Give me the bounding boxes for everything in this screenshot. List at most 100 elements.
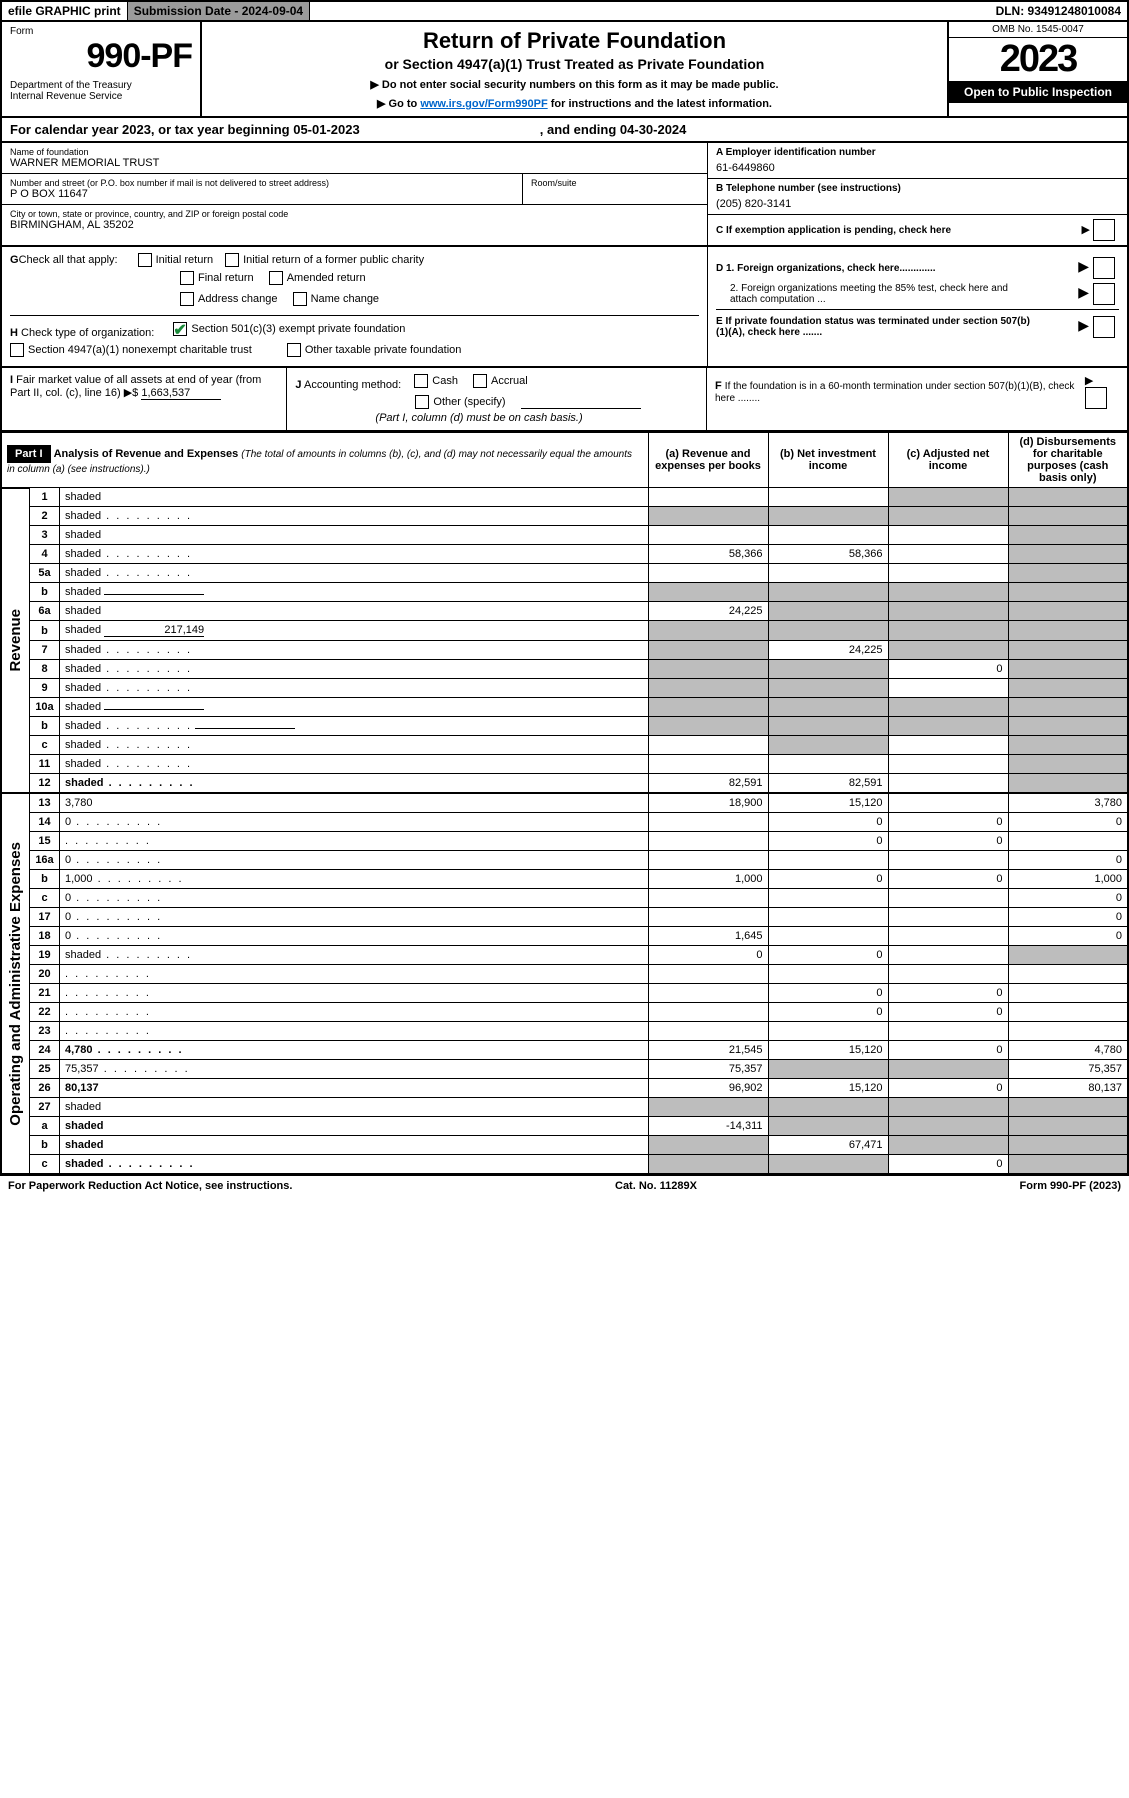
line-desc: shaded (60, 602, 649, 621)
value-cell (768, 526, 888, 545)
value-cell (888, 889, 1008, 908)
table-row: cshaded0 (1, 1155, 1128, 1175)
j-other-cb[interactable] (415, 395, 429, 409)
value-cell: 15,120 (768, 1079, 888, 1098)
line-desc: shaded (60, 755, 649, 774)
i-val: 1,663,537 (141, 387, 221, 400)
footer: For Paperwork Reduction Act Notice, see … (0, 1175, 1129, 1196)
value-cell (768, 564, 888, 583)
g-lead: G (10, 254, 19, 266)
value-cell: 0 (1008, 927, 1128, 946)
dln: DLN: 93491248010084 (990, 2, 1127, 20)
table-row: Operating and Administrative Expenses133… (1, 793, 1128, 813)
value-cell: 0 (888, 984, 1008, 1003)
irs-link[interactable]: www.irs.gov/Form990PF (420, 98, 547, 110)
f-cb[interactable] (1085, 387, 1107, 409)
line-desc (60, 832, 649, 851)
line-number: 14 (30, 813, 60, 832)
open-public: Open to Public Inspection (949, 81, 1127, 103)
j-accrual-cb[interactable] (473, 374, 487, 388)
footer-left: For Paperwork Reduction Act Notice, see … (8, 1180, 292, 1192)
line-number: 5a (30, 564, 60, 583)
department: Department of the Treasury Internal Reve… (10, 80, 192, 102)
line-number: c (30, 889, 60, 908)
g-initial-cb[interactable] (138, 253, 152, 267)
line-number: c (30, 1155, 60, 1175)
table-row: ashaded-14,311 (1, 1117, 1128, 1136)
note-ssn: ▶ Do not enter social security numbers o… (222, 78, 927, 91)
value-cell (888, 908, 1008, 927)
line-number: b (30, 1136, 60, 1155)
table-row: 10ashaded (1, 698, 1128, 717)
table-row: cshaded (1, 736, 1128, 755)
g-amended-cb[interactable] (269, 271, 283, 285)
g-final-cb[interactable] (180, 271, 194, 285)
value-cell: 0 (888, 660, 1008, 679)
line-number: 25 (30, 1060, 60, 1079)
j-cash-cb[interactable] (414, 374, 428, 388)
table-row: bshaded (1, 717, 1128, 736)
table-row: 2shaded (1, 507, 1128, 526)
h-501c3-cb[interactable] (173, 322, 187, 336)
value-cell: 0 (1008, 851, 1128, 870)
value-cell: 58,366 (648, 545, 768, 564)
tax-year: 2023 (949, 38, 1127, 81)
note-link: ▶ Go to www.irs.gov/Form990PF for instru… (222, 97, 927, 110)
d2-label: 2. Foreign organizations meeting the 85%… (716, 283, 1016, 305)
value-cell (648, 488, 768, 507)
table-row: 27shaded (1, 1098, 1128, 1117)
h-other-cb[interactable] (287, 343, 301, 357)
value-cell (1008, 984, 1128, 1003)
value-cell: 80,137 (1008, 1079, 1128, 1098)
value-cell: 58,366 (768, 545, 888, 564)
form-number: 990-PF (10, 37, 192, 76)
table-row: 2200 (1, 1003, 1128, 1022)
d2-cb[interactable] (1093, 283, 1115, 305)
value-cell (888, 851, 1008, 870)
line-desc: shaded (60, 774, 649, 794)
omb-number: OMB No. 1545-0047 (949, 22, 1127, 38)
line-number: a (30, 1117, 60, 1136)
value-cell: 0 (888, 870, 1008, 889)
value-cell (648, 889, 768, 908)
line-number: 10a (30, 698, 60, 717)
line-number: 27 (30, 1098, 60, 1117)
h-4947-cb[interactable] (10, 343, 24, 357)
footer-mid: Cat. No. 11289X (615, 1180, 697, 1192)
value-cell (888, 965, 1008, 984)
value-cell: 75,357 (648, 1060, 768, 1079)
line-number: 18 (30, 927, 60, 946)
value-cell (768, 908, 888, 927)
line-desc: shaded (60, 1117, 649, 1136)
value-cell: 4,780 (1008, 1041, 1128, 1060)
col-b-head: (b) Net investment income (768, 433, 888, 488)
e-cb[interactable] (1093, 316, 1115, 338)
value-cell (648, 984, 768, 1003)
f-lead: F (715, 380, 722, 392)
line-number: 21 (30, 984, 60, 1003)
table-row: bshaded (1, 583, 1128, 602)
d1-cb[interactable] (1093, 257, 1115, 279)
line-number: 26 (30, 1079, 60, 1098)
line-desc: shaded (60, 679, 649, 698)
line-desc (60, 965, 649, 984)
value-cell: 0 (648, 946, 768, 965)
line-desc: shaded (60, 507, 649, 526)
g-address-cb[interactable] (180, 292, 194, 306)
g-initial-public-cb[interactable] (225, 253, 239, 267)
line-number: b (30, 583, 60, 602)
c-checkbox[interactable] (1093, 219, 1115, 241)
table-row: c00 (1, 889, 1128, 908)
g-name-cb[interactable] (293, 292, 307, 306)
table-row: 12shaded82,59182,591 (1, 774, 1128, 794)
value-cell: 0 (768, 946, 888, 965)
value-cell (768, 965, 888, 984)
value-cell: 82,591 (648, 774, 768, 794)
value-cell: 0 (888, 1003, 1008, 1022)
value-cell (648, 1022, 768, 1041)
line-desc: 1,000 (60, 870, 649, 889)
table-row: 16a00 (1, 851, 1128, 870)
line-desc: shaded (60, 545, 649, 564)
line-desc (60, 1022, 649, 1041)
value-cell: 82,591 (768, 774, 888, 794)
